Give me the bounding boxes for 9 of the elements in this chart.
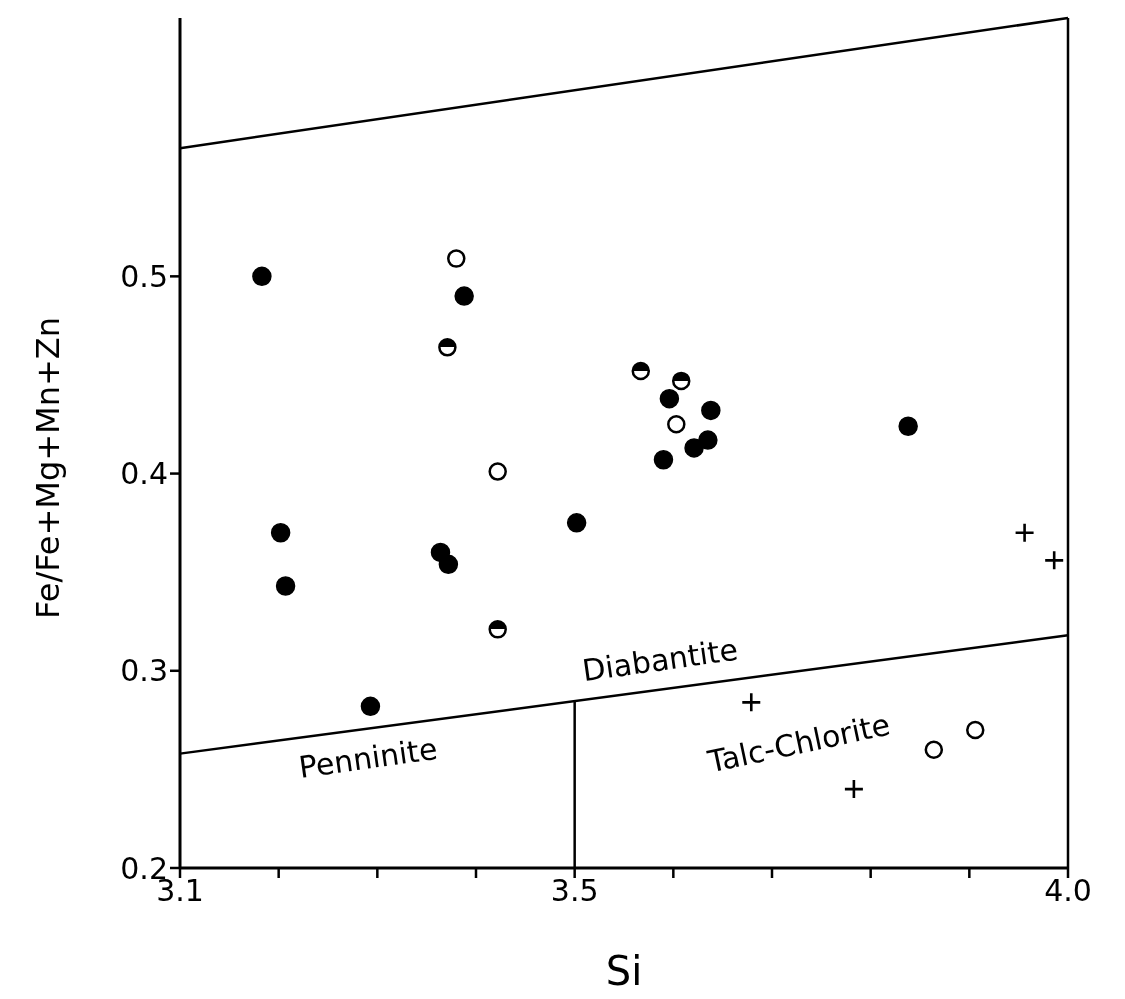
y-axis-title: Fe/Fe+Mg+Mn+Zn — [29, 317, 67, 619]
x-axis-title: Si — [605, 948, 643, 994]
x-tick-label: 3.5 — [550, 873, 599, 909]
x-tick-label: 4.0 — [1044, 873, 1092, 909]
y-tick-label: 0.5 — [120, 259, 168, 294]
y-tick-label: 0.4 — [120, 456, 168, 492]
y-tick-label: 0.3 — [120, 653, 168, 689]
annotation: Penninite — [296, 730, 440, 786]
annotation: Diabantite — [580, 631, 740, 689]
